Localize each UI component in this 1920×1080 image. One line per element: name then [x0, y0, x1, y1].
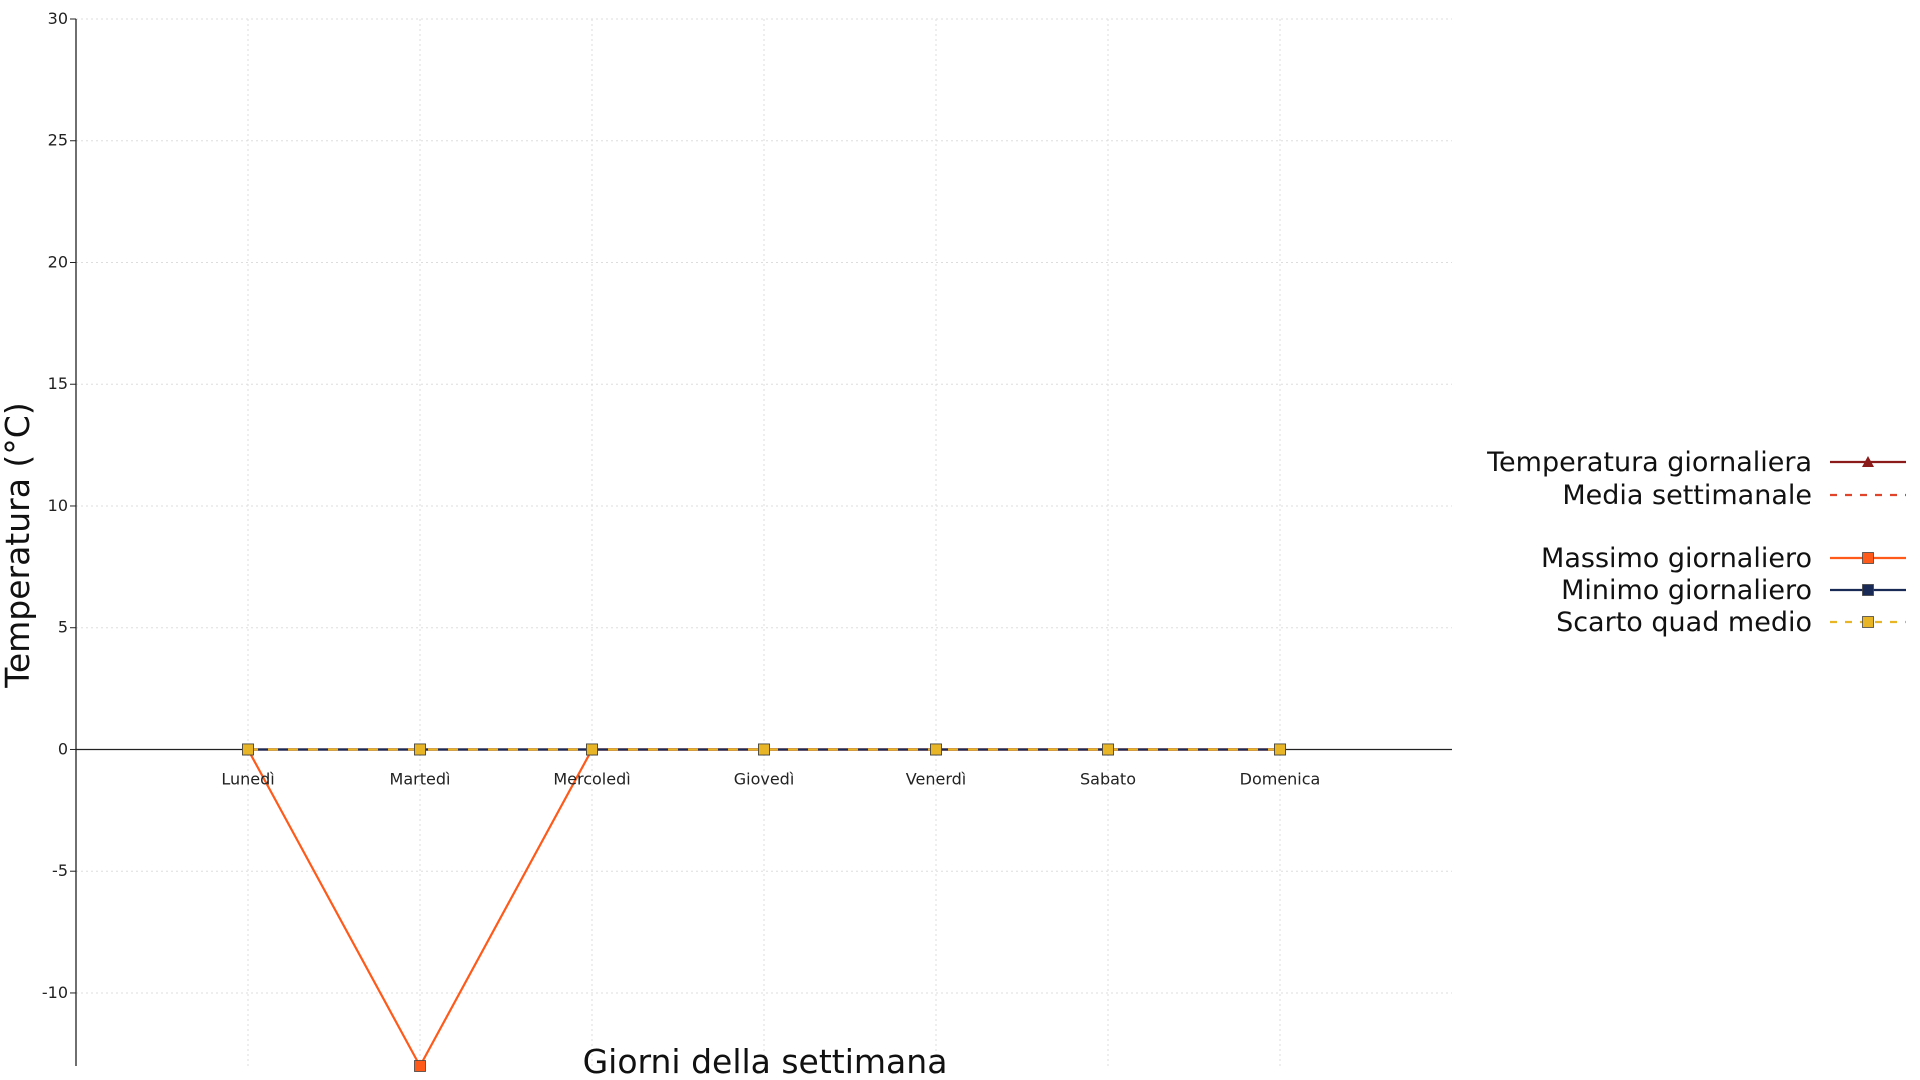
data-point-massimo-giornaliero — [414, 1060, 426, 1072]
legend-label-temperatura-giornaliera: Temperatura giornaliera — [1486, 447, 1812, 478]
data-point-scarto-quad-medio — [1102, 743, 1114, 756]
data-point-scarto-quad-medio — [242, 743, 254, 756]
y-tick-labels: -10 -5 0 5 10 15 20 25 30 — [42, 9, 68, 1002]
y-tick-label: 25 — [48, 131, 68, 150]
y-tick-label: 0 — [58, 739, 68, 758]
y-tick-label: 5 — [58, 618, 68, 637]
legend-marker-temperatura-giornaliera — [1862, 456, 1874, 467]
x-tick-label: Giovedì — [734, 769, 795, 788]
series-group — [247, 748, 1280, 1069]
grid — [76, 18, 1452, 1066]
x-tick-label: Sabato — [1080, 769, 1136, 788]
y-tick-label: 20 — [48, 252, 68, 271]
legend-label-scarto-quad-medio: Scarto quad medio — [1556, 607, 1812, 638]
x-tick-label: Martedì — [390, 769, 451, 788]
x-tick-label: Venerdì — [906, 769, 966, 788]
y-tick-label: 30 — [48, 9, 68, 28]
y-tick-label: 15 — [48, 374, 68, 393]
y-tick-label: -10 — [42, 983, 68, 1002]
y-tick-label: 10 — [48, 496, 68, 515]
y-tick-label: -5 — [52, 861, 68, 880]
legend-marker-massimo-giornaliero — [1862, 552, 1874, 564]
markers-group — [242, 743, 1286, 1072]
series-line-massimo-giornaliero — [247, 748, 1280, 1069]
legend-marker-minimo-giornaliero — [1862, 584, 1874, 596]
x-axis-title: Giorni della settimana — [583, 1042, 948, 1080]
data-point-scarto-quad-medio — [414, 743, 426, 756]
legend-label-minimo-giornaliero: Minimo giornaliero — [1561, 575, 1812, 606]
data-point-scarto-quad-medio — [758, 743, 770, 756]
x-tick-label: Mercoledì — [553, 769, 630, 788]
data-point-scarto-quad-medio — [586, 743, 598, 756]
axes — [70, 18, 1452, 1066]
legend-marker-scarto-quad-medio — [1862, 616, 1874, 628]
x-tick-label: Lunedì — [221, 769, 274, 788]
legend-label-media-settimanale: Media settimanale — [1562, 480, 1812, 511]
y-axis-title: Temperatura (°C) — [0, 402, 37, 688]
data-point-scarto-quad-medio — [930, 743, 942, 756]
data-point-scarto-quad-medio — [1274, 743, 1286, 756]
x-tick-labels: Lunedì Martedì Mercoledì Giovedì Venerdì Saba… — [221, 769, 1320, 788]
legend-label-massimo-giornaliero: Massimo giornaliero — [1541, 543, 1812, 574]
x-tick-label: Domenica — [1240, 769, 1321, 788]
